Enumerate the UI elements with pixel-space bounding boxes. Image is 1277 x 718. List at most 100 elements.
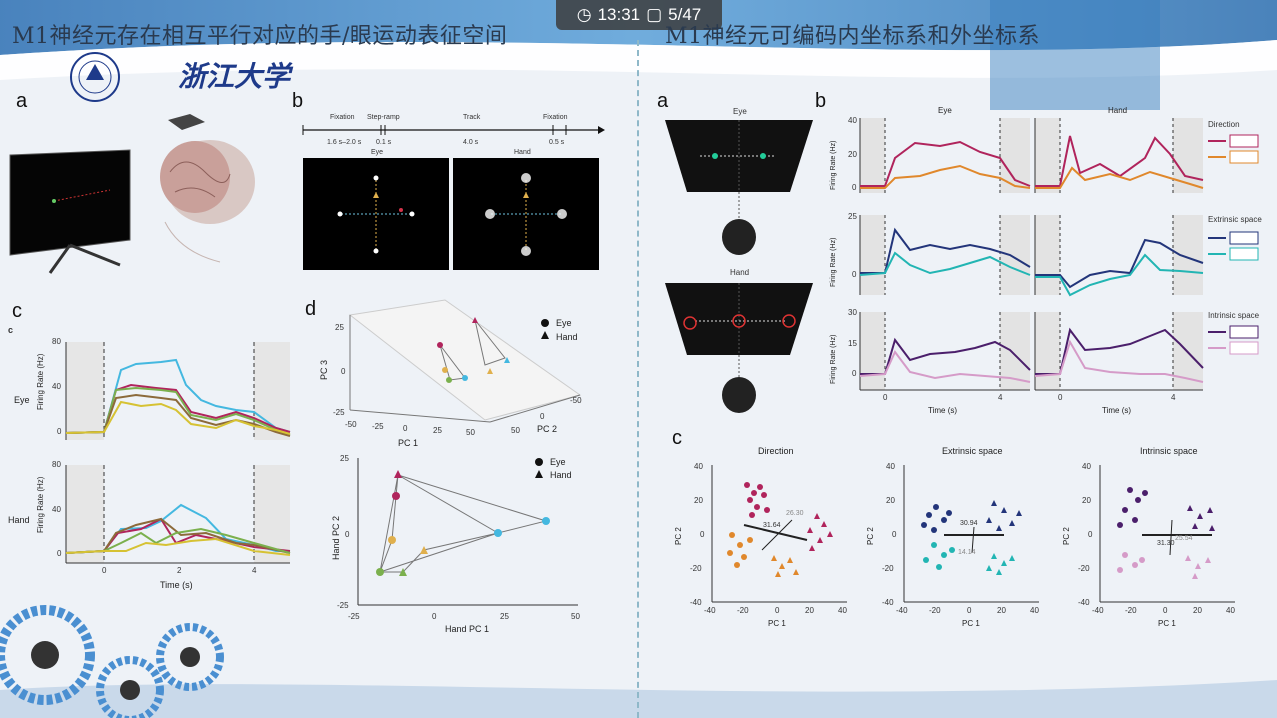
pc1-tick-neg25: -25 xyxy=(372,422,384,431)
s3-xtick-40: 40 xyxy=(1226,606,1235,615)
right-hand-label: Hand xyxy=(730,268,750,277)
right-heading: M1神经元可编码内坐标系和外坐标系 xyxy=(665,24,1041,49)
s3-xlabel: PC 1 xyxy=(1158,619,1176,628)
timeline-label-step-ramp: Step-ramp xyxy=(367,114,400,121)
handpc2-tick-0: 0 xyxy=(345,530,350,539)
row2-ytick-0: 0 xyxy=(852,270,857,279)
hand-task-diagram xyxy=(665,283,813,413)
timeline-dur-4: 0.5 s xyxy=(549,139,565,146)
right-traces-row-direction xyxy=(859,118,1204,193)
hand-ylabel: Firing Rate (Hz) xyxy=(36,476,45,533)
s3-xtick-20: 20 xyxy=(1193,606,1202,615)
s2-xtick-neg40: -40 xyxy=(896,606,908,615)
s3-ylabel: PC 2 xyxy=(1062,527,1071,545)
right-hand-xtick-0: 0 xyxy=(1058,393,1063,402)
s3-xtick-neg20: -20 xyxy=(1125,606,1137,615)
right-eye-label: Eye xyxy=(733,107,747,116)
s1-xtick-neg40: -40 xyxy=(704,606,716,615)
s1-xlabel: PC 1 xyxy=(768,619,786,628)
pca-2d-plot xyxy=(357,458,578,606)
handpc1-tick-50: 50 xyxy=(571,612,580,621)
timeline-label-fixation: Fixation xyxy=(330,114,355,121)
s3-ytick-40: 40 xyxy=(1082,462,1091,471)
clock-icon: ◷ xyxy=(576,5,592,24)
right-eye-xlabel: Time (s) xyxy=(928,406,958,415)
eye-task-diagram xyxy=(665,120,813,255)
s3-xtick-0: 0 xyxy=(1163,606,1168,615)
pc3-label: PC 3 xyxy=(319,359,329,380)
scatter2-title: Extrinsic space xyxy=(942,446,1003,456)
pc1-tick-neg50: -50 xyxy=(345,420,357,429)
time-text: 13:31 xyxy=(597,5,641,24)
row1-ytick-0: 0 xyxy=(852,183,857,192)
scatter1-dist2: 26.30 xyxy=(786,510,804,517)
scatter3-dist2: 25.54 xyxy=(1175,535,1193,542)
s1-ytick-neg40: -40 xyxy=(690,598,702,607)
pca2d-legend-eye: Eye xyxy=(550,457,566,467)
s1-xtick-0: 0 xyxy=(775,606,780,615)
pc2-tick-0: 0 xyxy=(540,412,545,421)
pc1-label: PC 1 xyxy=(398,438,419,448)
university-logo: 浙江大学 xyxy=(70,52,294,102)
scatter-direction xyxy=(711,465,847,603)
handpc1-label: Hand PC 1 xyxy=(445,624,490,634)
task-hand-label: Hand xyxy=(514,149,531,156)
scatter3-dist1: 31.30 xyxy=(1157,540,1175,547)
left-heading: M1神经元存在相互平行对应的手/眼运动表征空间 xyxy=(12,24,508,49)
hand-xtick-4: 4 xyxy=(252,566,257,575)
s2-ytick-0: 0 xyxy=(892,530,897,539)
scatter-extrinsic xyxy=(903,465,1039,603)
scatter1-dist1: 31.64 xyxy=(763,522,781,529)
right-traces-row-extrinsic xyxy=(859,215,1204,297)
svg-text:浙江大学: 浙江大学 xyxy=(178,60,294,93)
right-eye-xtick-0: 0 xyxy=(883,393,888,402)
eye-ytick-40: 40 xyxy=(52,382,61,391)
right-panel-c-letter: c xyxy=(672,427,682,449)
pca3d-legend-symbols xyxy=(541,319,549,339)
timeline-dur-2: 0.1 s xyxy=(376,139,392,146)
right-eye-xtick-4: 4 xyxy=(998,393,1003,402)
handpc1-tick-25: 25 xyxy=(500,612,509,621)
panel-c-small-letter: c xyxy=(8,325,14,335)
task-timeline xyxy=(302,125,605,135)
pc1-tick-25: 25 xyxy=(433,426,442,435)
legend-direction: Direction xyxy=(1208,120,1240,129)
eye-ytick-0: 0 xyxy=(57,427,62,436)
panel-d-letter: d xyxy=(305,298,317,320)
s2-ylabel: PC 2 xyxy=(866,527,875,545)
s1-ytick-40: 40 xyxy=(694,462,703,471)
legend-direction-swatches xyxy=(1208,134,1259,164)
s3-xtick-neg40: -40 xyxy=(1092,606,1104,615)
eye-ytick-80: 80 xyxy=(52,337,61,346)
hand-row-label: Hand xyxy=(8,515,30,525)
s2-xlabel: PC 1 xyxy=(962,619,980,628)
s2-xtick-0: 0 xyxy=(967,606,972,615)
pc1-tick-0: 0 xyxy=(403,424,408,433)
handpc1-tick-neg25: -25 xyxy=(348,612,360,621)
pca-3d-plot xyxy=(348,299,582,423)
s3-ytick-neg40: -40 xyxy=(1078,598,1090,607)
right-panel-a-letter: a xyxy=(657,90,669,112)
brain-illustration xyxy=(160,114,255,263)
s1-xtick-40: 40 xyxy=(838,606,847,615)
pca3d-legend-eye: Eye xyxy=(556,318,572,328)
panel-c-letter: c xyxy=(12,300,22,322)
s3-ytick-20: 20 xyxy=(1082,496,1091,505)
s3-ytick-neg20: -20 xyxy=(1078,564,1090,573)
page-count: 5/47 xyxy=(668,5,702,24)
s2-ytick-20: 20 xyxy=(886,496,895,505)
slide-divider xyxy=(637,40,639,718)
right-panel-b-letter: b xyxy=(815,90,827,112)
panel-a-letter: a xyxy=(16,90,28,112)
s1-ylabel: PC 2 xyxy=(674,527,683,545)
scatter-intrinsic xyxy=(1099,465,1235,603)
col-title-hand: Hand xyxy=(1108,106,1128,115)
gears-decoration xyxy=(0,605,224,718)
pc2-tick-neg50: -50 xyxy=(570,396,582,405)
s1-xtick-neg20: -20 xyxy=(737,606,749,615)
right-hand-xlabel: Time (s) xyxy=(1102,406,1132,415)
row3-ylabel: Firing Rate (Hz) xyxy=(830,334,837,384)
pca2d-legend-hand: Hand xyxy=(550,470,572,480)
pc3-tick-neg25: -25 xyxy=(333,408,345,417)
timeline-label-fixation-2: Fixation xyxy=(543,114,568,121)
